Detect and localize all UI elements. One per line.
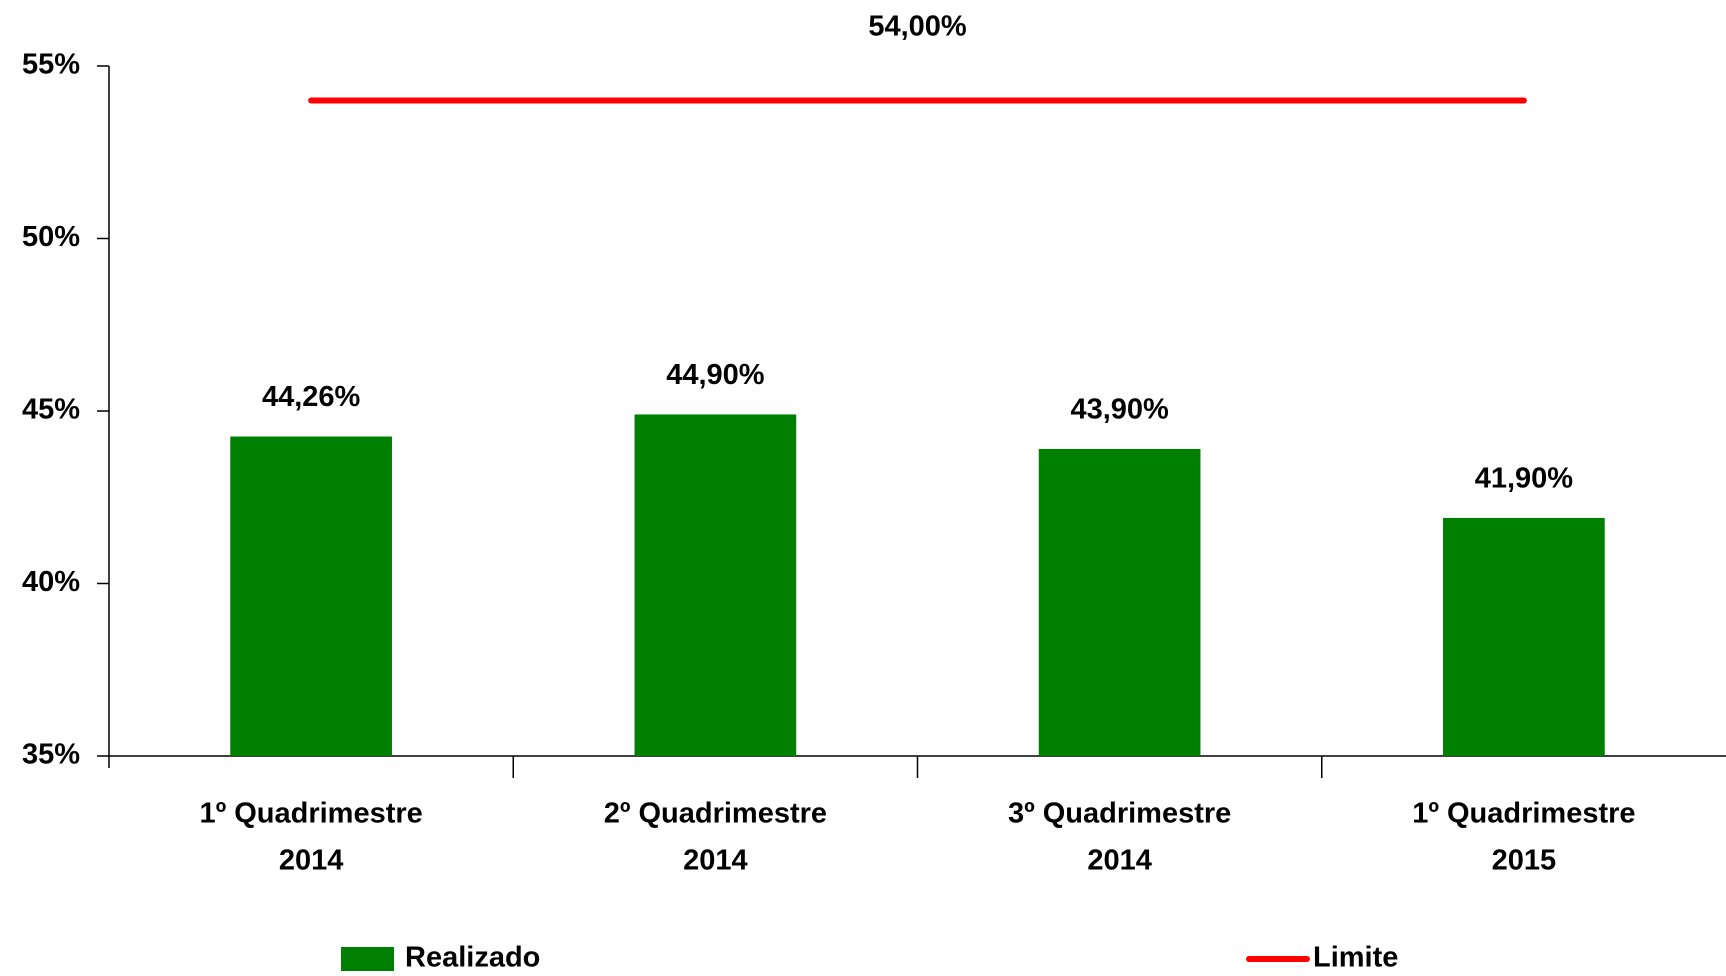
x-tick-label: 1º Quadrimestre (199, 798, 422, 830)
x-tick-label: 2014 (683, 845, 748, 877)
y-tick-label: 45% (22, 394, 80, 426)
data-label: 43,90% (1070, 394, 1169, 426)
data-label: 44,90% (666, 359, 765, 391)
y-tick-label: 50% (22, 221, 80, 253)
data-label: 41,90% (1475, 463, 1574, 495)
data-label: 54,00% (868, 11, 967, 43)
bar (230, 436, 392, 756)
y-tick-label: 55% (22, 49, 80, 81)
data-label: 44,26% (262, 381, 361, 413)
legend-label: Realizado (405, 942, 540, 974)
x-tick-label: 2º Quadrimestre (604, 798, 827, 830)
legend-label: Limite (1313, 942, 1398, 974)
x-tick-label: 2014 (279, 845, 344, 877)
x-tick-label: 3º Quadrimestre (1008, 798, 1231, 830)
bar (634, 414, 797, 756)
bar (1443, 517, 1605, 756)
legend-swatch (341, 947, 394, 971)
y-tick-label: 40% (22, 566, 80, 598)
bar (1038, 448, 1201, 756)
x-tick-label: 2015 (1492, 845, 1557, 877)
y-tick-label: 35% (22, 739, 80, 771)
x-tick-label: 2014 (1087, 845, 1152, 877)
x-tick-label: 1º Quadrimestre (1412, 798, 1635, 830)
